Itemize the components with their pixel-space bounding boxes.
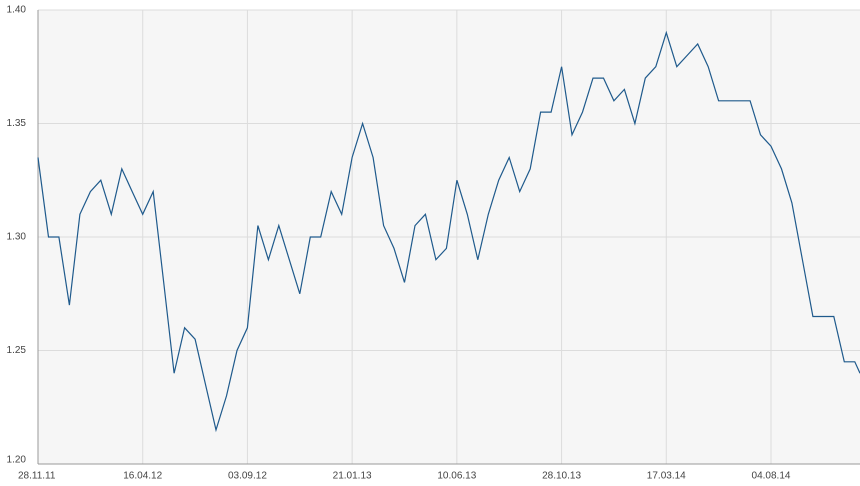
x-tick-label: 28.10.13 [542,471,581,482]
y-tick-label: 1.25 [7,345,27,356]
x-tick-label: 28.11.11 [18,471,56,482]
x-tick-label: 10.06.13 [437,471,476,482]
x-tick-label: 21.01.13 [333,471,372,482]
y-tick-label: 1.20 [7,455,27,466]
x-tick-label: 04.08.14 [752,471,791,482]
x-tick-label: 17.03.14 [647,471,686,482]
y-tick-label: 1.35 [7,118,27,129]
y-tick-label: 1.40 [7,5,27,16]
line-series [37,30,860,433]
y-tick-label: 1.30 [7,232,27,243]
x-tick-label: 16.04.12 [123,471,162,482]
x-tick-label: 03.09.12 [228,471,267,482]
